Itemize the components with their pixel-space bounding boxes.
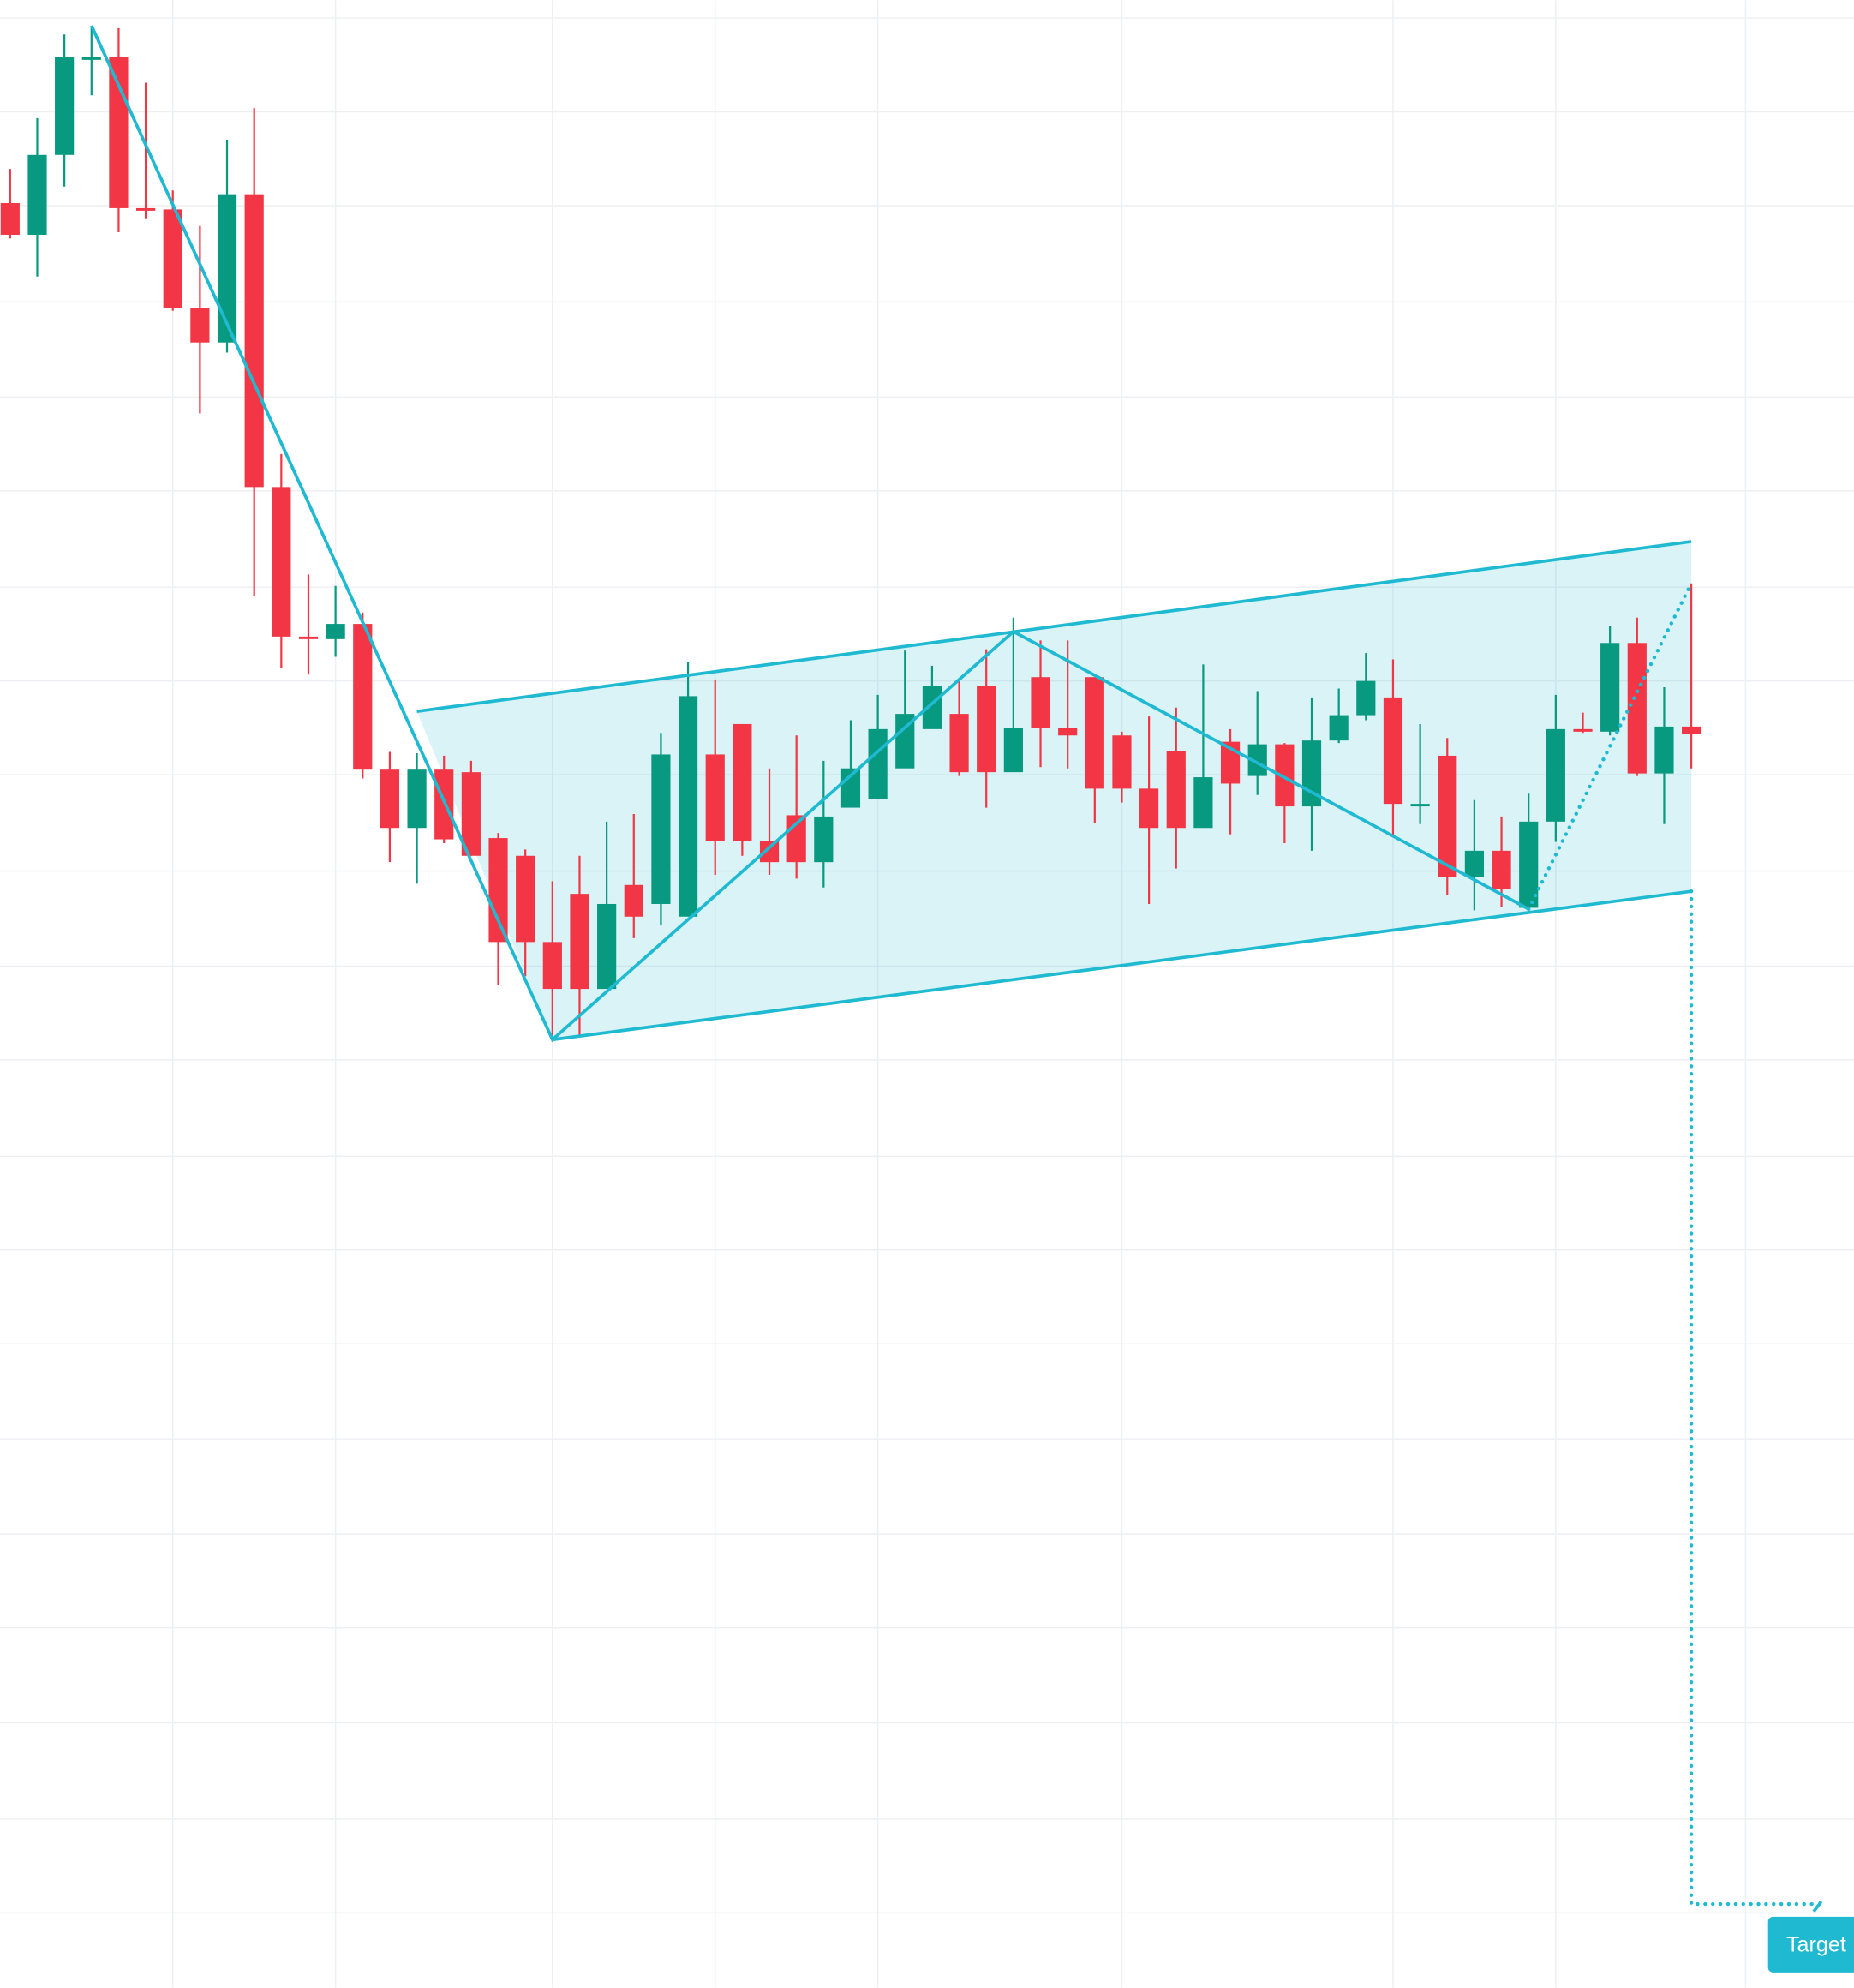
candle-body (922, 686, 942, 729)
candle-body (1492, 850, 1511, 889)
candle-body (542, 942, 562, 990)
candle-body (1058, 728, 1078, 736)
candle-body (1627, 643, 1647, 774)
candle-body (678, 696, 698, 917)
candle-body (1112, 735, 1132, 789)
candle-body (814, 816, 834, 863)
candle-body (1166, 751, 1186, 829)
target-line (1689, 889, 1821, 1907)
candle-body (407, 769, 427, 829)
candle-body (1031, 677, 1050, 728)
candle-body (353, 624, 373, 770)
candle-body (109, 57, 129, 208)
candle-body (1410, 804, 1430, 807)
candle-body (326, 624, 345, 639)
candle-body (135, 207, 156, 211)
channel-fill (416, 541, 1692, 1040)
candle-body (516, 855, 535, 943)
candle-body (1383, 697, 1403, 805)
candle-body (1546, 728, 1565, 822)
zigzag-line (90, 25, 1530, 1043)
candle-body (705, 754, 725, 841)
candle-body (1193, 777, 1213, 829)
candle-body (55, 57, 75, 155)
candle-body (244, 194, 264, 488)
candle-body (895, 714, 915, 769)
candle-body (27, 154, 47, 235)
target-label: Target (1786, 1932, 1846, 1956)
candle-body (81, 57, 101, 60)
candle-body (1085, 677, 1104, 789)
candle-body (272, 487, 291, 637)
channel-line (416, 540, 1692, 713)
candle-body (1275, 744, 1295, 807)
candle-body (1356, 680, 1376, 716)
projection-line (1526, 581, 1694, 912)
candle-body (163, 209, 182, 308)
candle-body (624, 884, 643, 917)
candle-body (733, 723, 752, 841)
candle-body (868, 728, 888, 799)
candle-body (0, 203, 20, 235)
candle-body (977, 686, 996, 773)
candle-body (570, 894, 589, 990)
candle-body (651, 754, 671, 904)
candle-body (759, 841, 780, 863)
candle-body (1519, 821, 1539, 908)
candle-body (1464, 850, 1485, 877)
candle-body (1654, 726, 1674, 774)
candle-body (190, 308, 210, 343)
candle-body (1438, 755, 1457, 877)
candle-body (597, 903, 617, 990)
candle-body (949, 714, 969, 773)
target-tick (1812, 1900, 1823, 1913)
candle-body (1247, 744, 1267, 776)
candle-body (298, 636, 319, 639)
candle-body (380, 769, 400, 829)
candle-body (1329, 715, 1349, 741)
candle-body (1003, 728, 1023, 773)
candle-body (488, 838, 508, 943)
candle-body (1682, 726, 1701, 734)
channel-line (552, 889, 1692, 1042)
candle-body (217, 194, 237, 343)
candle-body (461, 772, 481, 856)
candle-body (1139, 788, 1159, 829)
candle-body (1600, 643, 1620, 732)
candle-body (1573, 728, 1593, 732)
target-label-box (1767, 1916, 1854, 1973)
